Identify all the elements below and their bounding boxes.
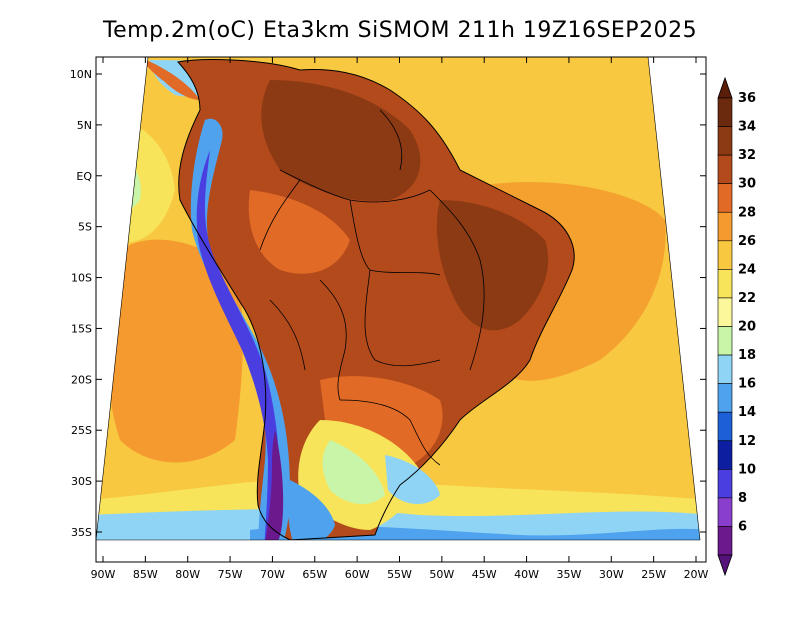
lon-tick-label: 45W	[472, 568, 497, 581]
lon-tick-label: 75W	[218, 568, 243, 581]
lon-tick-label: 20W	[684, 568, 709, 581]
colorbar-label: 20	[738, 320, 756, 335]
colorbar-label: 30	[738, 177, 756, 192]
colorbar-top-arrow	[717, 76, 733, 99]
lon-tick-label: 70W	[260, 568, 285, 581]
lat-tick-label: 15S	[71, 322, 92, 335]
lon-tick-label: 35W	[556, 568, 581, 581]
colorbar-segment	[717, 526, 733, 556]
colorbar-label: 18	[738, 348, 756, 363]
lon-tick-label: 60W	[345, 568, 370, 581]
lon-tick-label: 50W	[429, 568, 454, 581]
northeast-hot-core	[436, 200, 549, 331]
lat-tick-label: 5N	[77, 119, 92, 132]
colorbar: 36 34 32 30 28 26 24 22 20 18 16 14 12 10 8 6	[717, 76, 756, 577]
uruguay-cool-region	[385, 455, 440, 505]
map-title: Temp.2m(oC) Eta3km SiSMOM 211h 19Z16SEP2…	[102, 18, 698, 43]
lat-tick-label: 35S	[71, 526, 92, 539]
colorbar-label: 36	[738, 91, 756, 106]
lat-tick-label: 20S	[71, 373, 92, 386]
pampas-cool-region	[322, 440, 385, 505]
lon-tick-label: 90W	[91, 568, 116, 581]
colorbar-label: 6	[738, 519, 747, 534]
patagonia-cool	[287, 480, 335, 540]
colorbar-label: 10	[738, 462, 756, 477]
lat-tick-label: 10S	[71, 272, 92, 285]
coastline	[177, 59, 575, 540]
colorbar-label: 16	[738, 377, 756, 392]
colorbar-segment	[717, 469, 733, 499]
colorbar-segment	[717, 440, 733, 470]
colorbar-label: 22	[738, 291, 756, 306]
lon-tick-label: 40W	[514, 568, 539, 581]
lon-tick-label: 65W	[302, 568, 327, 581]
colorbar-label: 28	[738, 205, 756, 220]
colorbar-label: 32	[738, 148, 756, 163]
pacific-warm-region	[106, 239, 243, 463]
andes-coldest	[264, 430, 284, 540]
lat-tick-label: 10N	[70, 68, 92, 81]
longitude-axis: 90W 85W 80W 75W 70W 65W 60W 55W 50W 45W 40W 35W 30W 2…	[91, 57, 709, 581]
colorbar-segment	[717, 97, 733, 127]
colorbar-label: 14	[738, 405, 756, 420]
temperature-field	[96, 57, 700, 540]
central-america-land	[140, 57, 200, 100]
colorbar-label: 8	[738, 491, 747, 506]
lon-tick-label: 30W	[599, 568, 624, 581]
lat-tick-label: 30S	[71, 475, 92, 488]
colorbar-label: 26	[738, 234, 756, 249]
latitude-axis: 10N 5N EQ 5S 10S 15S 20S 25S 30S 35S	[70, 68, 706, 539]
colorbar-segment	[717, 497, 733, 527]
country-borders	[259, 109, 485, 466]
colorbar-label: 34	[738, 120, 756, 135]
colorbar-segment	[717, 383, 733, 413]
lon-tick-label: 85W	[133, 568, 158, 581]
lon-tick-label: 55W	[387, 568, 412, 581]
colorbar-segment	[717, 126, 733, 156]
colorbar-segment	[717, 211, 733, 242]
colorbar-label: 24	[738, 262, 756, 277]
lat-tick-label: 25S	[71, 424, 92, 437]
colorbar-segment	[717, 297, 733, 327]
lat-tick-label: 5S	[78, 221, 92, 234]
western-amazon-orange	[248, 190, 350, 274]
lon-tick-label: 25W	[641, 568, 666, 581]
colorbar-segment	[717, 240, 733, 270]
colorbar-segment	[717, 354, 733, 384]
colorbar-label: 12	[738, 434, 756, 449]
colorbar-segment	[717, 269, 733, 299]
colorbar-bottom-arrow	[717, 554, 733, 577]
colorbar-segment	[717, 183, 733, 213]
lon-tick-label: 80W	[175, 568, 200, 581]
lat-tick-label: EQ	[76, 170, 92, 183]
colorbar-segment	[717, 154, 733, 184]
colorbar-segment	[717, 326, 733, 356]
colorbar-segment	[717, 411, 733, 442]
map-frame	[95, 56, 707, 563]
